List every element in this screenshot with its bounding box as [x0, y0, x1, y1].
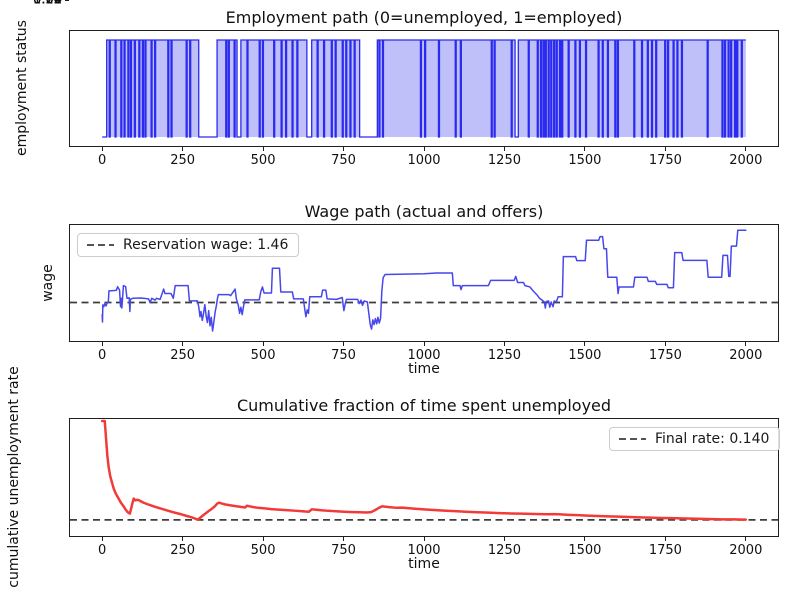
- x-tick-label: 250: [170, 153, 196, 168]
- x-tick-mark: [343, 537, 345, 541]
- x-tick-label: 1750: [648, 153, 682, 168]
- x-tick-label: 0: [98, 153, 107, 168]
- y-tick-label: 1: [53, 0, 62, 8]
- unemployment-axes: [69, 418, 779, 537]
- x-tick-mark: [343, 147, 345, 151]
- x-tick-mark: [584, 537, 586, 541]
- y-tick-mark: [65, 0, 69, 1]
- reservation-wage-legend-label: Reservation wage: 1.46: [123, 237, 289, 253]
- x-tick-mark: [664, 147, 666, 151]
- x-tick-mark: [182, 147, 184, 151]
- x-tick-mark: [182, 537, 184, 541]
- x-tick-label: 2000: [729, 153, 763, 168]
- x-tick-mark: [584, 147, 586, 151]
- x-tick-mark: [101, 342, 103, 346]
- dashed-line-icon: [619, 438, 646, 440]
- wage-xlabel: time: [408, 361, 440, 377]
- y-tick-label: 0.25: [33, 0, 62, 8]
- x-tick-mark: [262, 537, 264, 541]
- y-tick-label: 0: [53, 0, 62, 8]
- wage-chart: [70, 229, 778, 332]
- employment-ylabel: employment status: [14, 20, 30, 156]
- y-tick-label: 4: [53, 0, 62, 8]
- wage-axes: [69, 224, 779, 342]
- x-tick-mark: [262, 342, 264, 346]
- y-tick-label: 0.50: [33, 0, 62, 8]
- y-tick-mark: [65, 0, 69, 1]
- y-tick-mark: [65, 0, 69, 1]
- unemployment-chart-title: Cumulative fraction of time spent unempl…: [236, 396, 612, 415]
- x-tick-label: 500: [250, 153, 276, 168]
- x-tick-mark: [423, 537, 425, 541]
- y-tick-mark: [65, 0, 69, 1]
- employment-chart-title: Employment path (0=unemployed, 1=employe…: [225, 8, 623, 27]
- x-tick-mark: [745, 342, 747, 346]
- wage-chart-title: Wage path (actual and offers): [304, 202, 544, 221]
- reservation-wage-legend: Reservation wage: 1.46: [77, 233, 300, 257]
- x-tick-mark: [423, 342, 425, 346]
- x-tick-mark: [664, 342, 666, 346]
- x-tick-mark: [584, 342, 586, 346]
- x-tick-label: 1250: [487, 153, 521, 168]
- y-tick-mark: [65, 0, 69, 1]
- x-tick-mark: [503, 537, 505, 541]
- x-tick-mark: [262, 147, 264, 151]
- employment-chart: [102, 39, 746, 138]
- employment-path-line: [102, 39, 746, 138]
- x-tick-mark: [664, 537, 666, 541]
- x-tick-mark: [101, 147, 103, 151]
- x-tick-mark: [182, 342, 184, 346]
- y-tick-label: 0.75: [33, 0, 62, 8]
- x-tick-mark: [503, 147, 505, 151]
- final-rate-legend-label: Final rate: 0.140: [655, 431, 770, 447]
- unemployment-xlabel: time: [408, 556, 440, 572]
- x-tick-mark: [423, 147, 425, 151]
- unemployment-rate-chart: [70, 419, 778, 521]
- wage-ylabel: wage: [40, 264, 56, 302]
- employment-axes: [69, 30, 779, 147]
- x-tick-label: 1500: [568, 153, 602, 168]
- y-tick-mark: [65, 0, 69, 1]
- x-tick-mark: [745, 537, 747, 541]
- x-tick-mark: [101, 537, 103, 541]
- x-tick-label: 1000: [407, 153, 441, 168]
- cumulative-unemployment-line: [100, 419, 748, 521]
- x-tick-mark: [745, 147, 747, 151]
- final-rate-legend: Final rate: 0.140: [609, 427, 781, 451]
- x-tick-mark: [343, 342, 345, 346]
- y-tick-label: 2: [53, 0, 62, 8]
- x-tick-mark: [503, 342, 505, 346]
- y-tick-mark: [65, 0, 69, 1]
- y-tick-mark: [65, 0, 69, 1]
- y-tick-mark: [65, 0, 69, 1]
- y-tick-label: 1.00: [33, 0, 62, 8]
- x-tick-label: 750: [331, 153, 356, 168]
- wage-path-line: [101, 229, 747, 332]
- y-tick-label: 0.00: [33, 0, 62, 8]
- dashed-line-icon: [87, 244, 114, 246]
- unemployment-ylabel: cumulative unemployment rate: [6, 366, 22, 588]
